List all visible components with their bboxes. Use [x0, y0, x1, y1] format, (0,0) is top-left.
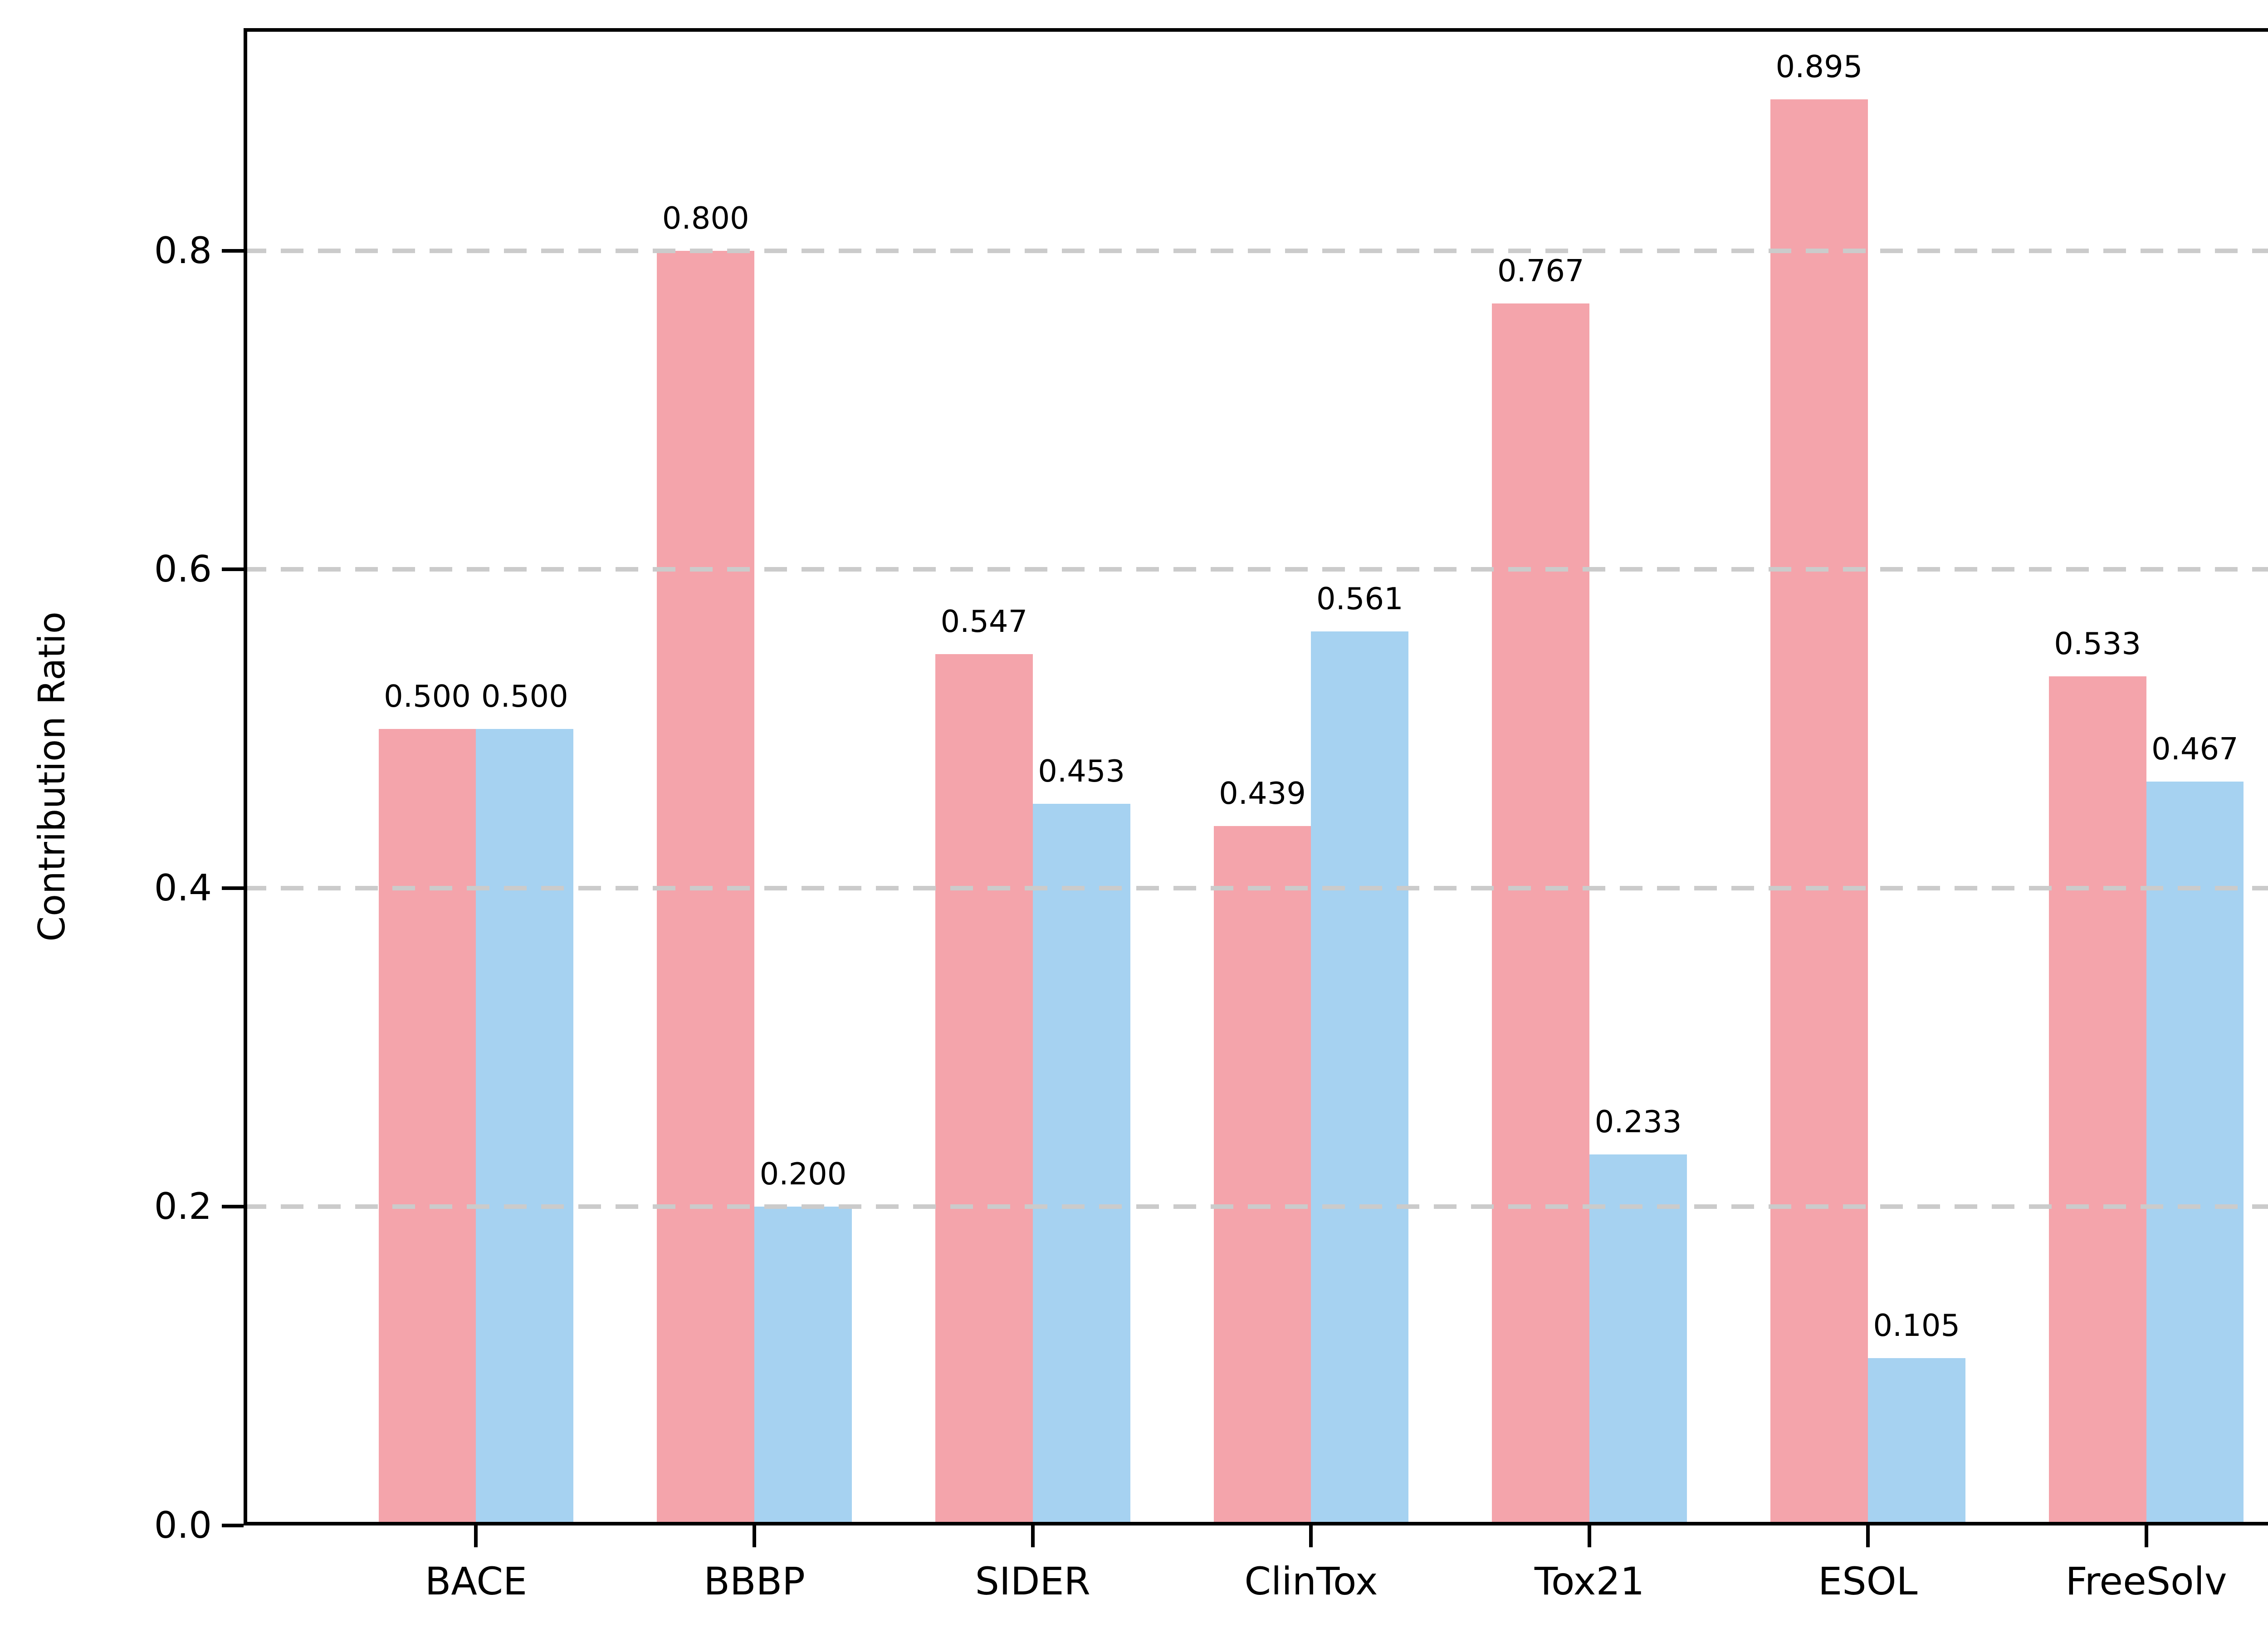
x-tick — [1866, 1525, 1870, 1547]
bar-value-label: 0.233 — [1594, 1104, 1682, 1139]
transformer-bar-ESOL — [1770, 99, 1868, 1525]
x-category-label: BBBP — [704, 1559, 805, 1604]
gat-bar-ESOL — [1867, 1358, 1965, 1525]
bar-value-label: 0.500 — [384, 678, 471, 714]
y-tick — [222, 1205, 244, 1209]
y-tick-label: 0.4 — [154, 866, 212, 909]
gridline-y-0.4 — [244, 885, 2268, 890]
y-axis-title: Contribution Ratio — [31, 611, 73, 942]
y-tick — [222, 1524, 244, 1527]
y-tick-label: 0.0 — [154, 1504, 212, 1546]
transformer-bar-Tox21 — [1492, 303, 1590, 1525]
transformer-bar-ClinTox — [1213, 826, 1311, 1525]
gat-bar-ClinTox — [1311, 631, 1409, 1525]
x-tick — [1031, 1525, 1035, 1547]
gridline-y-0.8 — [244, 248, 2268, 253]
bar-value-label: 0.895 — [1775, 49, 1863, 85]
bar-value-label: 0.439 — [1219, 775, 1306, 811]
plot-area: Transformer Contribution GAT Contributio… — [154, 28, 2268, 1602]
bar-value-label: 0.561 — [1316, 581, 1403, 617]
bar-value-label: 0.105 — [1873, 1308, 1960, 1344]
transformer-bar-SIDER — [935, 654, 1033, 1525]
x-tick — [474, 1525, 478, 1547]
bar-value-label: 0.453 — [1038, 753, 1125, 789]
x-tick — [753, 1525, 757, 1547]
bar-value-label: 0.767 — [1497, 253, 1584, 288]
x-category-label: Tox21 — [1534, 1559, 1645, 1604]
transformer-bar-BACE — [378, 728, 476, 1525]
x-tick — [1588, 1525, 1592, 1547]
y-tick — [222, 249, 244, 253]
x-category-label: SIDER — [975, 1559, 1090, 1604]
y-tick — [222, 886, 244, 890]
bar-value-label: 0.467 — [2151, 731, 2239, 767]
x-category-label: FreeSolv — [2065, 1559, 2227, 1604]
gat-bar-Tox21 — [1589, 1154, 1687, 1525]
x-tick — [1309, 1525, 1313, 1547]
gridline-y-0.6 — [244, 567, 2268, 572]
x-category-label: ESOL — [1818, 1559, 1918, 1604]
y-tick-label: 0.6 — [154, 548, 212, 591]
x-category-label: ClinTox — [1244, 1559, 1378, 1604]
bar-value-label: 0.200 — [759, 1156, 847, 1192]
y-tick-label: 0.8 — [154, 229, 212, 272]
x-category-label: BACE — [425, 1559, 528, 1604]
gat-bar-SIDER — [1032, 803, 1130, 1525]
y-tick-label: 0.2 — [154, 1185, 212, 1228]
bar-value-label: 0.800 — [662, 200, 749, 236]
gat-bar-FreeSolv — [2146, 781, 2244, 1525]
gridline-y-0.2 — [244, 1204, 2268, 1209]
x-tick — [2144, 1525, 2148, 1547]
bar-value-label: 0.533 — [2054, 626, 2141, 661]
bar-value-label: 0.500 — [481, 678, 568, 714]
bar-value-label: 0.547 — [940, 603, 1028, 639]
gat-bar-BACE — [476, 728, 574, 1525]
gat-bar-BBBP — [754, 1207, 852, 1525]
transformer-bar-FreeSolv — [2048, 676, 2146, 1525]
y-tick — [222, 567, 244, 572]
